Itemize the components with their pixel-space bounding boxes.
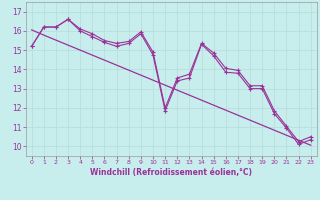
X-axis label: Windchill (Refroidissement éolien,°C): Windchill (Refroidissement éolien,°C) — [90, 168, 252, 177]
